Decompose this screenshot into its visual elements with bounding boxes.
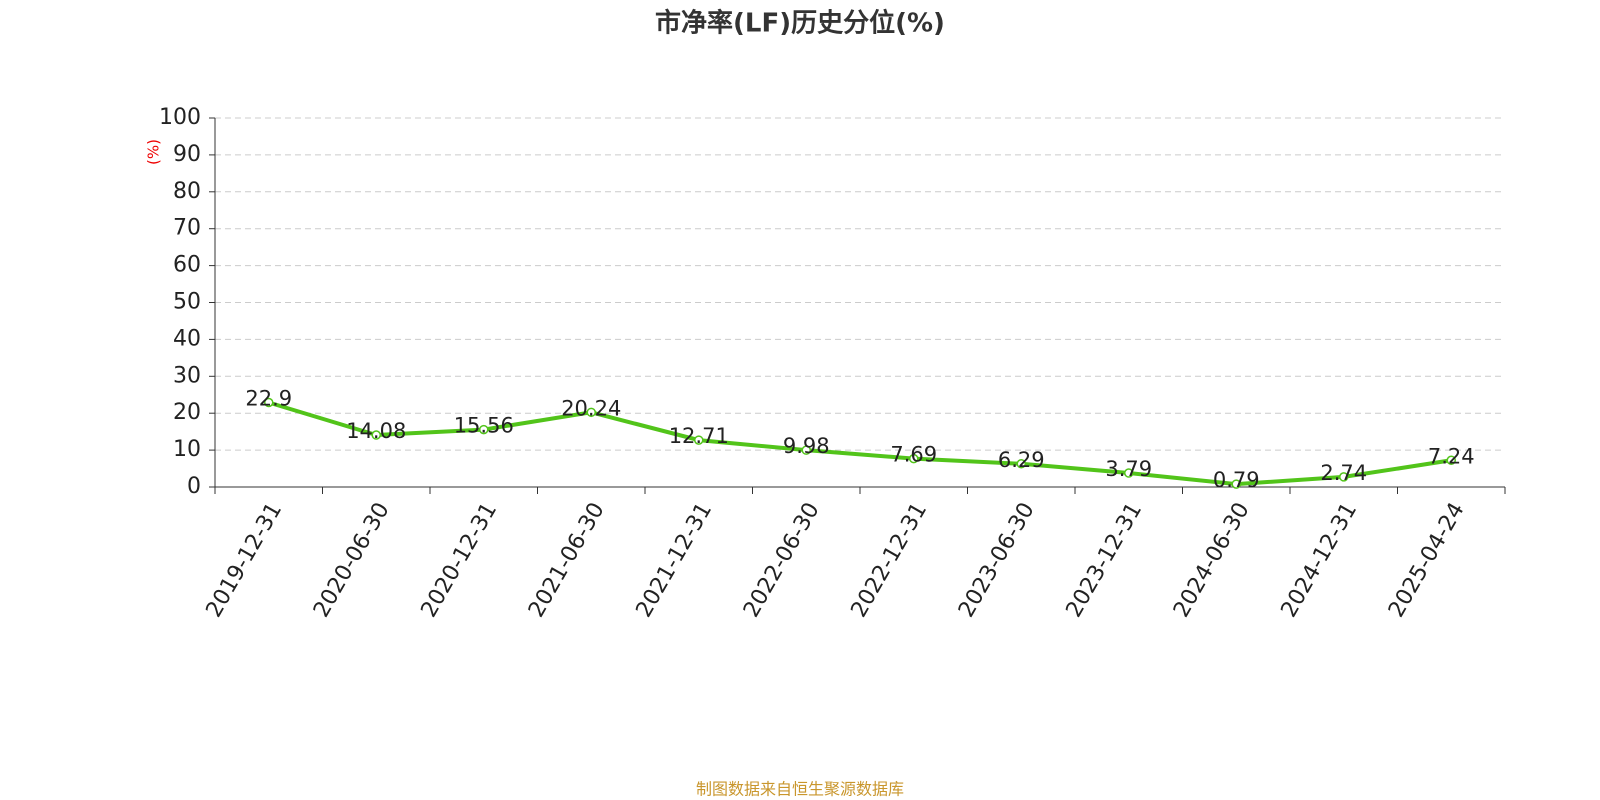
series-line xyxy=(268,400,1452,487)
y-axis-label: (%) xyxy=(145,139,163,165)
point xyxy=(801,445,811,455)
x-tick-label: 2019-12-31 xyxy=(202,499,288,622)
data-label: 9.98 xyxy=(783,434,830,458)
y-tick-label: 40 xyxy=(173,326,201,351)
data-label: 7.24 xyxy=(1428,444,1475,468)
point xyxy=(1124,468,1134,478)
source-note: 制图数据来自恒生聚源数据库 xyxy=(696,780,904,799)
data-label: 0.79 xyxy=(1213,468,1260,492)
y-tick-label: 100 xyxy=(159,105,201,130)
point xyxy=(909,453,919,464)
point xyxy=(1339,472,1349,482)
x-tick-label: 2021-06-30 xyxy=(524,499,610,622)
y-tick-label: 60 xyxy=(173,253,201,278)
x-tick-label: 2023-06-30 xyxy=(954,499,1040,622)
y-tick-label: 20 xyxy=(173,400,201,425)
y-tick-label: 10 xyxy=(173,437,201,462)
x-tick-label: 2024-12-31 xyxy=(1277,499,1363,622)
data-label: 2.74 xyxy=(1320,461,1367,485)
x-tick-label: 2020-06-30 xyxy=(309,499,395,622)
data-label: 22.9 xyxy=(245,386,292,410)
x-tick-label: 2022-12-31 xyxy=(847,499,933,622)
x-tick-label: 2023-12-31 xyxy=(1062,499,1148,622)
data-label: 12.71 xyxy=(669,424,729,448)
y-tick-label: 90 xyxy=(173,142,201,167)
x-tick-label: 2025-04-24 xyxy=(1384,499,1470,622)
x-tick-label: 2022-06-30 xyxy=(739,499,825,622)
point xyxy=(371,430,381,440)
point xyxy=(1446,455,1456,466)
y-tick-label: 0 xyxy=(187,474,201,499)
y-tick-label: 30 xyxy=(173,363,201,388)
point xyxy=(1016,459,1026,469)
x-tick-label: 2020-12-31 xyxy=(417,499,503,622)
data-label: 7.69 xyxy=(890,443,937,467)
point xyxy=(586,407,596,418)
data-label: 14.08 xyxy=(346,419,406,443)
point xyxy=(1231,479,1241,489)
y-tick-label: 80 xyxy=(173,179,201,204)
point xyxy=(264,397,274,408)
point xyxy=(694,435,704,445)
data-label: 20.24 xyxy=(561,396,621,420)
x-tick-label: 2021-12-31 xyxy=(632,499,718,622)
x-tick-label: 2024-06-30 xyxy=(1169,499,1255,622)
y-tick-label: 70 xyxy=(173,216,201,241)
y-tick-label: 50 xyxy=(173,290,201,315)
chart-title: 市净率(LF)历史分位(%) xyxy=(655,8,945,39)
data-label: 15.56 xyxy=(454,414,514,438)
data-label: 6.29 xyxy=(998,448,1045,472)
point xyxy=(479,424,489,435)
data-label: 3.79 xyxy=(1105,457,1152,481)
